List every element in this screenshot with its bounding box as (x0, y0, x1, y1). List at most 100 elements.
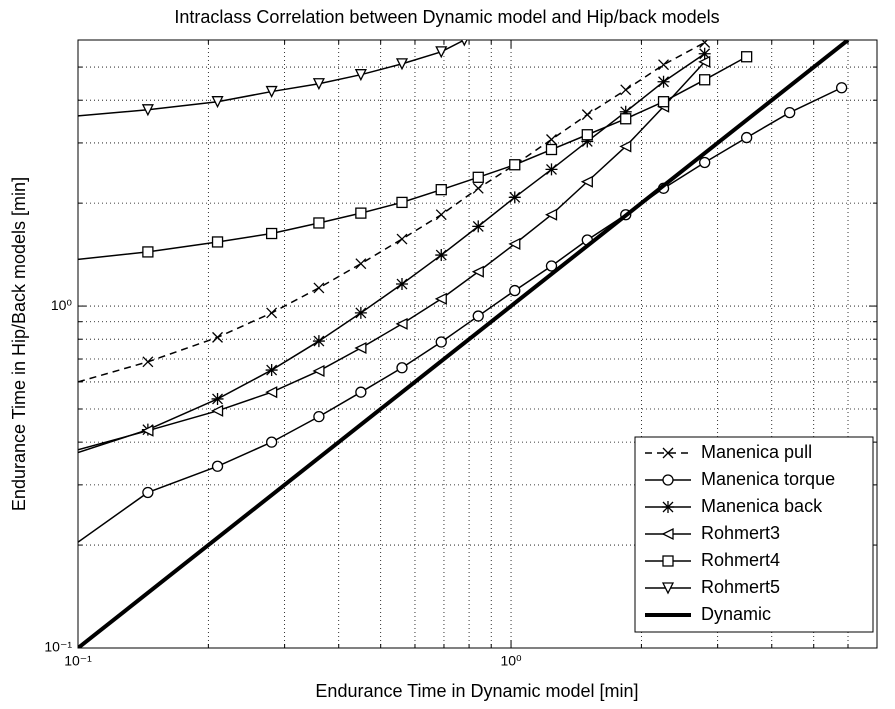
legend-label: Manenica pull (701, 442, 812, 462)
marker (662, 501, 674, 513)
x-tick-label: 10⁻¹ (64, 653, 92, 669)
marker (509, 159, 521, 171)
marker (740, 51, 753, 63)
marker (265, 386, 278, 399)
legend-label: Manenica back (701, 496, 823, 516)
marker (395, 278, 408, 291)
marker (471, 265, 484, 278)
marker (142, 356, 154, 368)
marker (211, 96, 224, 109)
marker (211, 392, 224, 405)
marker (265, 85, 278, 99)
legend-label: Dynamic (701, 604, 771, 624)
marker (619, 105, 632, 118)
marker (509, 284, 521, 297)
marker (698, 55, 711, 68)
marker (395, 317, 408, 330)
legend-label: Rohmert4 (701, 550, 780, 570)
legend-label: Rohmert3 (701, 523, 780, 543)
legend-label: Rohmert5 (701, 577, 780, 597)
marker (619, 140, 632, 153)
marker (265, 227, 278, 240)
legend-label: Manenica torque (701, 469, 835, 489)
marker (699, 156, 711, 169)
marker (581, 129, 593, 141)
marker (508, 191, 521, 204)
marker (435, 336, 447, 348)
marker (835, 82, 848, 94)
y-tick-label: 10⁰ (51, 297, 73, 313)
marker (312, 364, 325, 378)
marker (545, 208, 558, 221)
marker (581, 135, 594, 148)
series-line (78, 87, 842, 543)
marker (658, 59, 670, 71)
x-tick-label: 10⁰ (500, 653, 522, 669)
plot-area (78, 40, 850, 648)
marker (142, 486, 154, 499)
marker (435, 184, 447, 196)
marker (435, 46, 448, 59)
marker (698, 47, 711, 60)
marker (545, 163, 558, 176)
marker (662, 447, 674, 459)
chart-title: Intraclass Correlation between Dynamic m… (174, 7, 719, 27)
marker (545, 143, 558, 156)
marker (265, 364, 278, 377)
marker (620, 113, 632, 125)
marker (435, 249, 448, 262)
marker (620, 84, 632, 96)
marker (313, 217, 325, 229)
marker (472, 171, 484, 183)
marker (355, 207, 367, 219)
y-axis-label: Endurance Time in Hip/Back models [min] (9, 177, 29, 511)
marker (396, 196, 408, 209)
marker (699, 40, 711, 48)
marker (472, 220, 485, 233)
marker (354, 341, 367, 355)
marker (435, 209, 447, 221)
marker (354, 306, 367, 319)
marker (472, 182, 484, 194)
marker (580, 175, 593, 188)
marker (508, 237, 521, 250)
marker (740, 131, 753, 144)
marker (657, 75, 670, 88)
series-line (78, 56, 748, 261)
x-axis-label: Endurance Time in Dynamic model [min] (315, 681, 638, 701)
marker (396, 233, 408, 245)
marker (265, 436, 278, 448)
marker (355, 258, 367, 270)
plot-frame (77, 39, 878, 649)
marker (212, 331, 223, 343)
marker (461, 40, 468, 47)
marker (657, 96, 670, 108)
marker (662, 474, 674, 486)
marker (546, 134, 557, 145)
y-tick-label: 10⁻¹ (44, 639, 72, 655)
marker (395, 58, 409, 71)
marker (142, 246, 154, 258)
marker (141, 104, 154, 117)
marker (434, 292, 447, 305)
marker (699, 74, 711, 86)
marker (661, 527, 674, 541)
marker (784, 106, 796, 119)
marker (354, 69, 367, 82)
marker (581, 109, 593, 121)
marker (355, 386, 367, 398)
marker (211, 236, 224, 248)
marker (266, 307, 278, 319)
series-line (78, 40, 850, 648)
marker (396, 362, 408, 374)
marker (313, 410, 325, 423)
marker (472, 310, 484, 322)
marker (211, 404, 224, 417)
marker (313, 282, 325, 294)
marker (545, 260, 558, 272)
marker (211, 460, 224, 472)
marker (662, 555, 674, 567)
marker (312, 335, 325, 348)
marker (141, 424, 154, 437)
